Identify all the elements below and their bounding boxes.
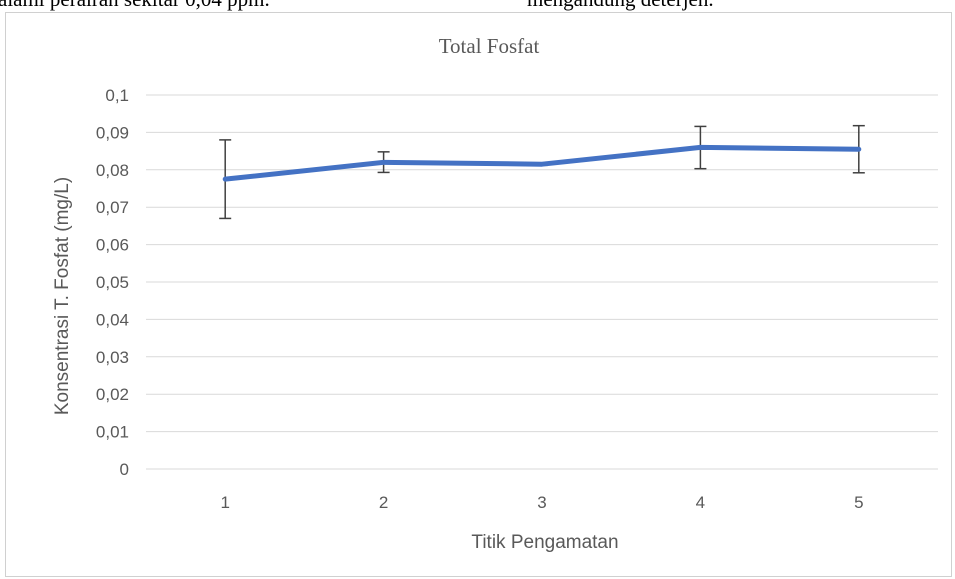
x-tick-label: 5 [854, 493, 863, 512]
x-tick-label: 4 [696, 493, 705, 512]
series-layer [222, 144, 862, 182]
x-tick-label: 3 [537, 493, 546, 512]
y-tick-label: 0 [120, 460, 129, 479]
document-text-left: alami perairan sekitar 0,04 ppm. [0, 0, 270, 11]
series-line [222, 144, 862, 182]
x-axis-label: Titik Pengamatan [471, 532, 618, 553]
y-axis-ticks: 0 0,01 0,02 0,03 0,04 0,05 0,06 0,07 0,08 0,09 0,1 [96, 86, 129, 479]
y-tick-label: 0,02 [96, 385, 129, 404]
y-axis-label: Konsentrasi T. Fosfat (mg/L) [52, 177, 73, 415]
y-tick-label: 0,06 [96, 236, 129, 255]
gridlines [146, 94, 938, 470]
document-text-line: alami perairan sekitar 0,04 ppm. mengand… [0, 0, 955, 11]
x-tick-label: 1 [220, 493, 229, 512]
chart-frame [5, 12, 952, 577]
chart-title: Total Fosfat [439, 34, 540, 58]
y-tick-label: 0,05 [96, 273, 129, 292]
x-axis-ticks: 1 2 3 4 5 [220, 493, 863, 512]
y-tick-label: 0,03 [96, 348, 129, 367]
document-text-right: mengandung deterjen. [527, 0, 714, 11]
y-tick-label: 0,08 [96, 161, 129, 180]
y-tick-label: 0,04 [96, 310, 129, 329]
y-tick-label: 0,01 [96, 423, 129, 442]
y-tick-label: 0,09 [96, 123, 129, 142]
x-tick-label: 2 [379, 493, 388, 512]
y-tick-label: 0,1 [105, 86, 129, 105]
y-tick-label: 0,07 [96, 198, 129, 217]
